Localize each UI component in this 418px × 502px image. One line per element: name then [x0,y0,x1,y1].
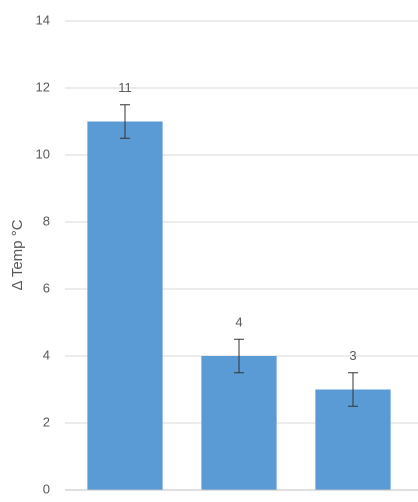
data-label: 11 [118,80,132,95]
y-axis-label: Δ Temp °C [9,219,26,290]
y-tick-label: 4 [43,347,50,362]
y-tick-label: 10 [36,146,50,161]
y-tick-label: 6 [43,280,50,295]
error-bar [348,372,358,407]
y-tick-label: 0 [43,481,50,496]
y-tick-label: 8 [43,213,50,228]
y-tick-label: 12 [36,79,50,94]
data-label: 4 [235,315,242,330]
data-label: 3 [349,348,356,363]
error-bar [234,338,244,374]
error-bar [120,104,130,139]
y-tick-label: 14 [36,12,50,27]
bar [201,356,277,490]
y-tick-label: 2 [43,414,50,429]
bar [87,121,163,490]
